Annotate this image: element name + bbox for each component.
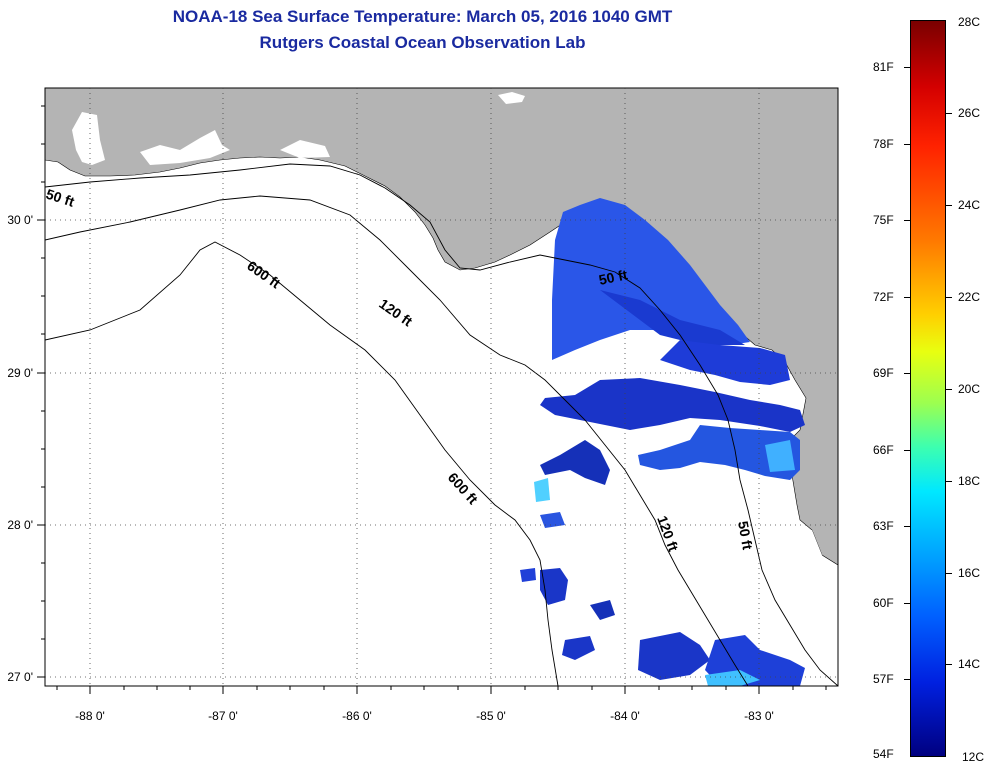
sst-data	[520, 198, 805, 686]
colorbar-tick	[904, 220, 910, 221]
fahrenheit-label: 60F	[873, 596, 894, 610]
contour-50ft	[45, 163, 838, 686]
map-frame	[44, 87, 839, 687]
colorbar-tick	[946, 664, 952, 665]
temperature-colorbar	[910, 20, 946, 757]
coastal-marsh	[800, 530, 830, 595]
fahrenheit-label: 54F	[873, 747, 894, 761]
bay-inlet	[140, 130, 230, 165]
fahrenheit-label: 78F	[873, 137, 894, 151]
celsius-label: 12C	[962, 750, 985, 764]
lat-label: 29 0'	[7, 366, 33, 380]
bay-inlet	[72, 112, 105, 165]
colorbar-tick	[946, 297, 952, 298]
colorbar-tick	[946, 481, 952, 482]
colorbar-tick	[946, 389, 952, 390]
colorbar-tick	[904, 679, 910, 680]
contour-600ft	[45, 241, 559, 686]
colorbar-tick	[904, 67, 910, 68]
celsius-label: 20C	[958, 382, 981, 396]
land-mass	[45, 88, 838, 566]
lon-label: -84 0'	[610, 709, 640, 723]
celsius-label: 26C	[958, 106, 981, 120]
celsius-label: 24C	[958, 198, 981, 212]
colorbar-tick	[904, 144, 910, 145]
contour-120ft	[45, 195, 749, 686]
contour-label: 50 ft	[597, 266, 629, 288]
colorbar-tick	[904, 450, 910, 451]
colorbar-tick	[904, 603, 910, 604]
fahrenheit-label: 75F	[873, 213, 894, 227]
fahrenheit-label: 81F	[873, 60, 894, 74]
axis-ticks	[37, 105, 827, 694]
colorbar-tick	[946, 573, 952, 574]
celsius-label: 16C	[958, 566, 981, 580]
map-subtitle: Rutgers Coastal Ocean Observation Lab	[259, 33, 586, 52]
lon-label: -83 0'	[744, 709, 774, 723]
fahrenheit-label: 57F	[873, 672, 894, 686]
colorbar-tick	[904, 526, 910, 527]
map-title: NOAA-18 Sea Surface Temperature: March 0…	[172, 7, 673, 26]
celsius-label: 22C	[958, 290, 981, 304]
celsius-label: 18C	[958, 474, 981, 488]
colorbar-tick	[946, 205, 952, 206]
celsius-label: 28C	[958, 15, 981, 29]
lon-label: -86 0'	[342, 709, 372, 723]
contour-label: 50 ft	[735, 520, 756, 551]
fahrenheit-label: 72F	[873, 290, 894, 304]
fahrenheit-label: 69F	[873, 366, 894, 380]
lat-label: 30 0'	[7, 213, 33, 227]
colorbar-tick	[904, 297, 910, 298]
celsius-label: 14C	[958, 657, 981, 671]
lat-label: 27 0'	[7, 670, 33, 684]
lon-label: -88 0'	[75, 709, 105, 723]
lat-label: 28 0'	[7, 518, 33, 532]
bay-inlet	[280, 140, 330, 158]
colorbar-tick	[904, 373, 910, 374]
fahrenheit-label: 66F	[873, 443, 894, 457]
colorbar-tick	[946, 113, 952, 114]
graticule	[45, 88, 838, 686]
fahrenheit-label: 63F	[873, 519, 894, 533]
lake	[498, 92, 525, 104]
lon-label: -85 0'	[476, 709, 506, 723]
lon-label: -87 0'	[208, 709, 238, 723]
